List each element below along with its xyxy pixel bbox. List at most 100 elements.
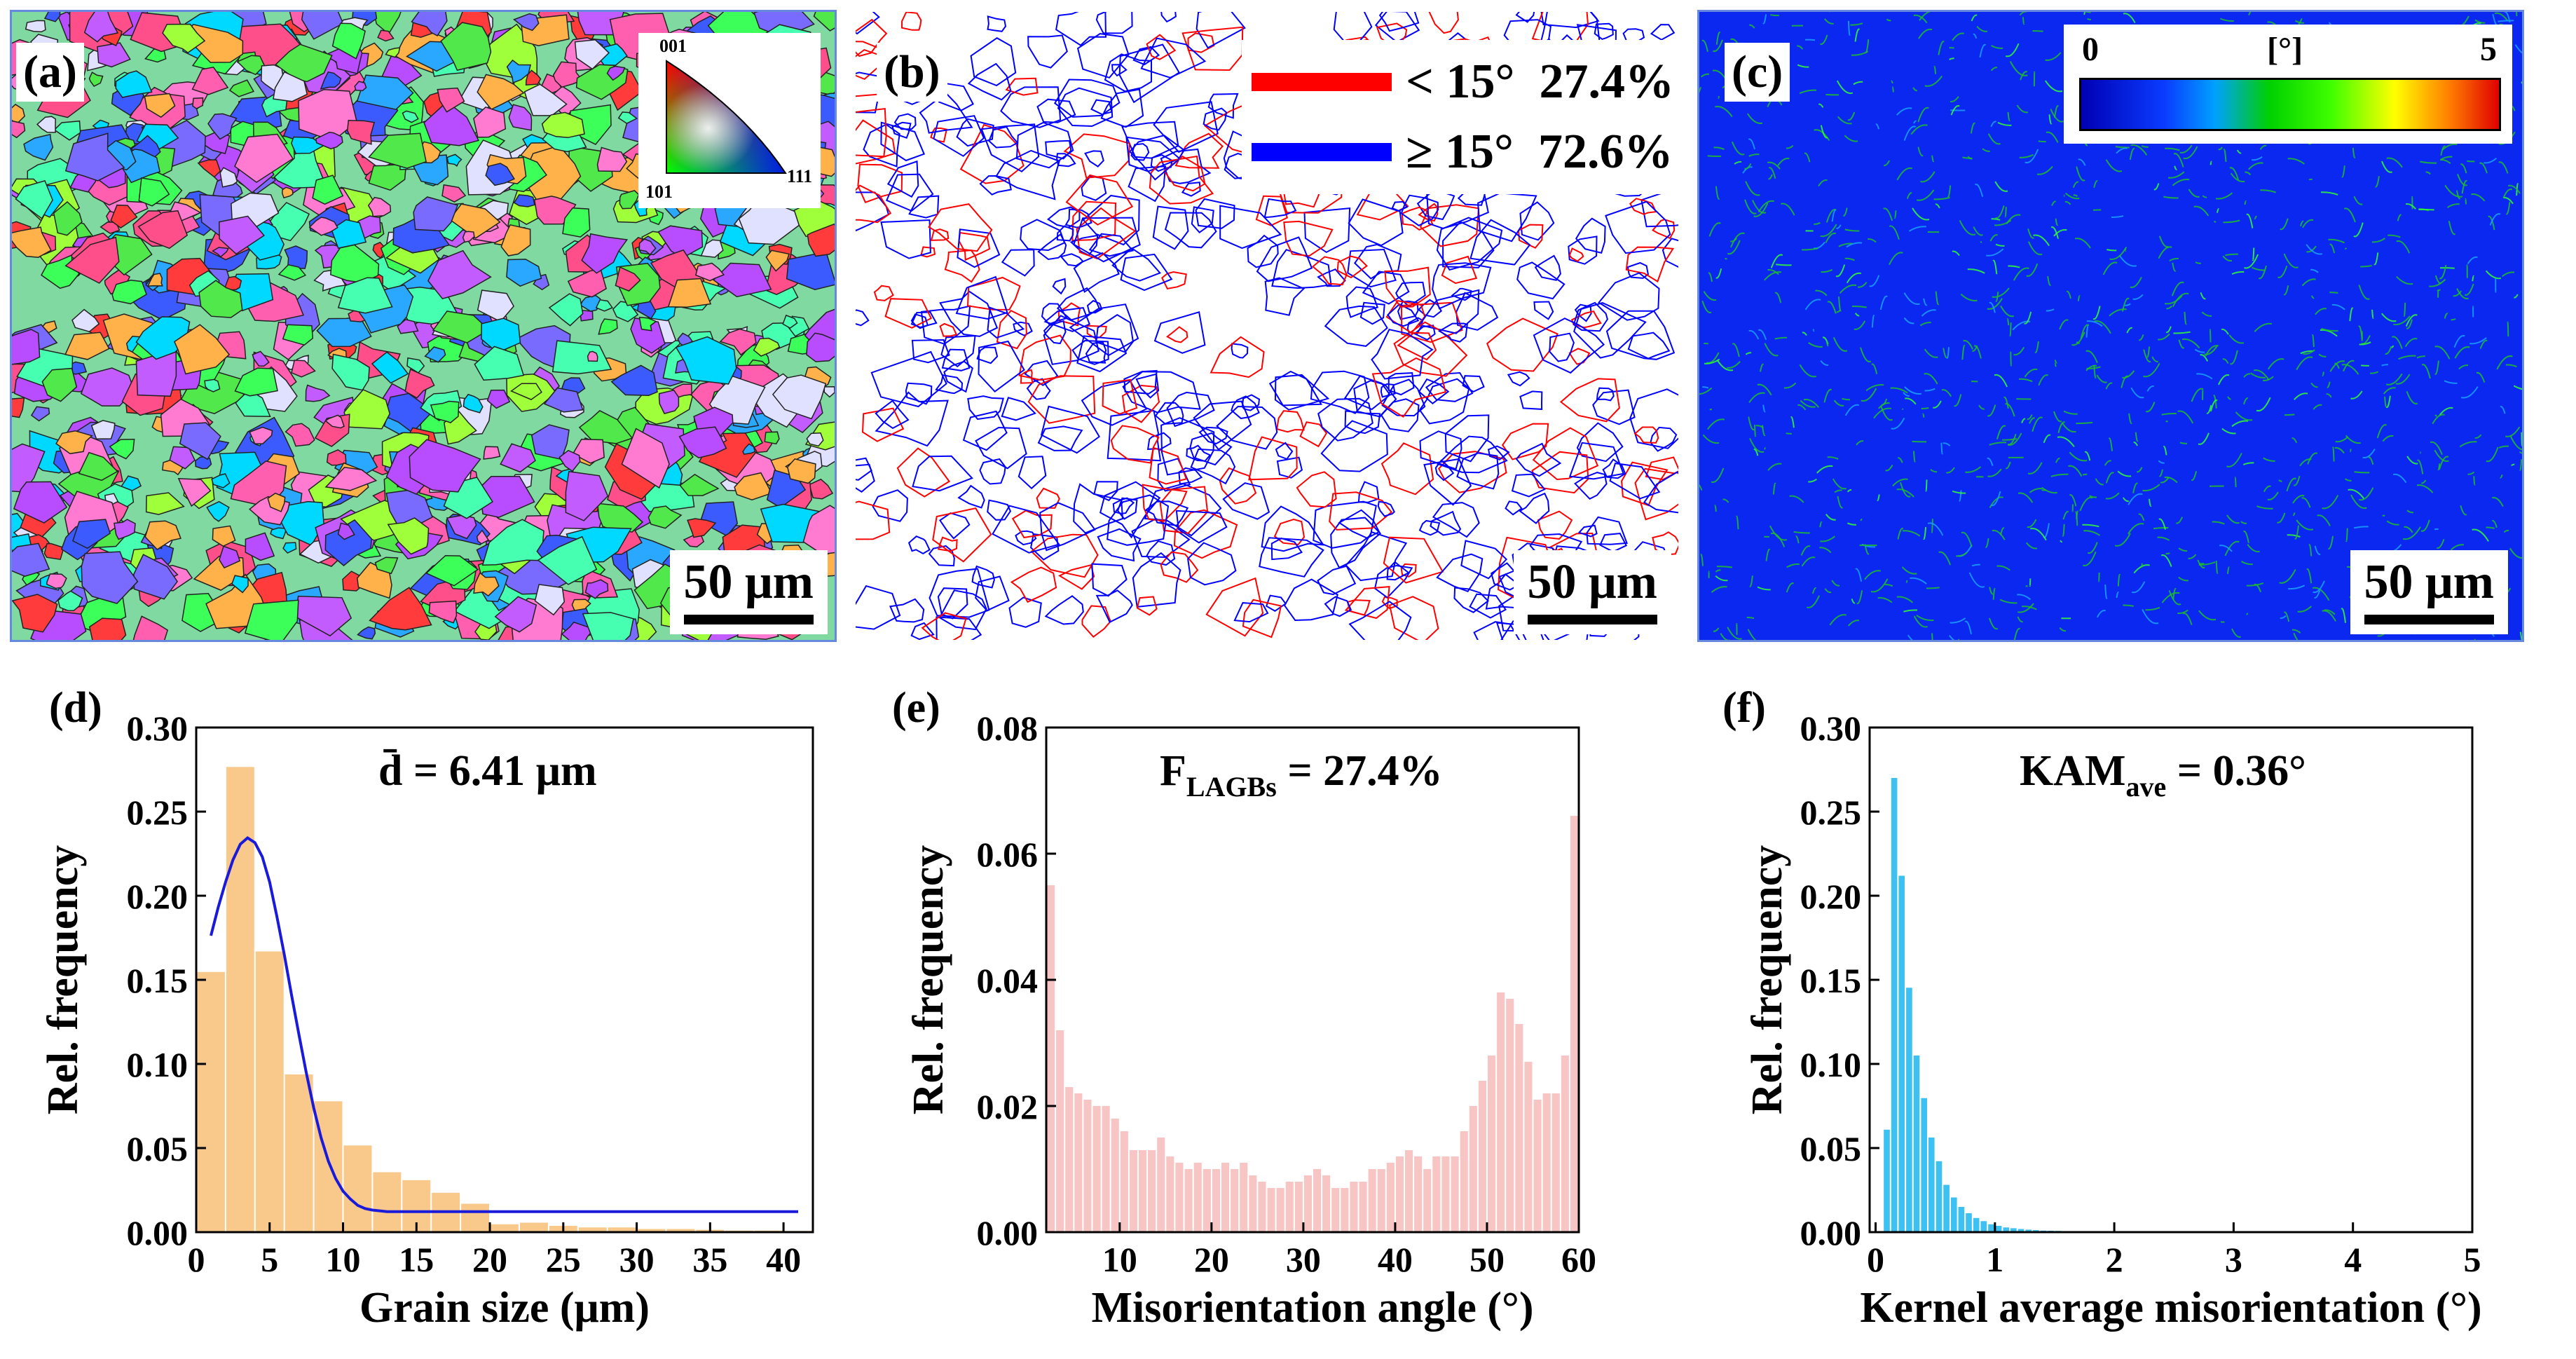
histogram-bar (1432, 1156, 1441, 1232)
histogram-bar (1478, 1081, 1486, 1232)
x-tick-label: 35 (692, 1240, 727, 1279)
histogram-bar (1203, 1169, 1211, 1232)
y-tick-label: 0.15 (1800, 961, 1862, 1000)
histogram-bar (1451, 1156, 1459, 1232)
scale-bar-label: 50 μm (1527, 555, 1658, 609)
y-tick-label: 0.30 (1800, 709, 1862, 748)
histogram-bar (1966, 1213, 1972, 1232)
histogram-bar (1414, 1156, 1423, 1232)
histogram-bar (2010, 1228, 2017, 1232)
x-tick-label: 1 (1986, 1240, 2003, 1279)
histogram-bar (1111, 1119, 1119, 1232)
x-tick-label: 4 (2344, 1240, 2362, 1279)
kam-colorbar-legend: 0 [°] 5 (2064, 25, 2512, 144)
histogram-bar (1995, 1226, 2002, 1232)
histogram-bar (1083, 1100, 1092, 1232)
histogram-bar (1231, 1169, 1239, 1232)
scale-bar-line (2364, 615, 2494, 624)
x-axis-label: Kernel average misorientation (°) (1860, 1284, 2481, 1332)
histogram-bar (1980, 1221, 1987, 1233)
histogram-bar (343, 1145, 372, 1233)
y-tick-label: 0.05 (127, 1129, 189, 1168)
x-tick-label: 20 (1194, 1240, 1229, 1279)
panel-label-b: (b) (877, 43, 947, 102)
y-axis-label: Rel. frequency (905, 845, 952, 1115)
y-tick-label: 0.25 (1800, 793, 1862, 832)
scale-bar-b: 50 μm (1513, 550, 1671, 634)
histogram-bar (1285, 1182, 1294, 1232)
chart-kam: 0.00 0.05 0.10 0.15 0.20 0.25 0.30 0 1 2 3 4 5 (f) Ker… (1722, 684, 2482, 1332)
histogram-bar (1341, 1188, 1349, 1232)
histogram-bar (1240, 1163, 1248, 1232)
panel-label-a: (a) (16, 43, 84, 102)
histogram-bar (1294, 1182, 1303, 1232)
ipf-triangle-legend: 001 101 111 (638, 33, 821, 208)
ipf-label-101: 101 (645, 182, 673, 202)
histogram-bar (578, 1227, 607, 1233)
histogram-bar (1120, 1131, 1128, 1232)
histogram-bar (1065, 1087, 1074, 1232)
x-tick-label: 30 (1286, 1240, 1321, 1279)
x-tick-label: 5 (2464, 1240, 2481, 1279)
scale-bar-label: 50 μm (683, 555, 814, 609)
histogram-bar (1441, 1156, 1450, 1232)
scale-bar-a: 50 μm (669, 550, 828, 634)
x-tick-label: 15 (399, 1240, 434, 1279)
grain-boundary-map: (b) < 15° 27.4% ≥ 15° 72.6% 50 μm (854, 10, 1680, 642)
histogram-bar (2017, 1229, 2025, 1232)
chart-grain-size: 0.00 0.05 0.10 0.15 0.20 0.25 0.30 0 5 10 15 20 25 30… (39, 684, 814, 1332)
histogram-bar (1258, 1182, 1266, 1232)
histogram-bar (1221, 1163, 1230, 1232)
legend-swatch-red (1252, 73, 1392, 91)
chart-misorientation: 0.00 0.02 0.04 0.06 0.08 10 20 30 40 50 60 (e) Misor… (892, 684, 1596, 1332)
histogram-bar (1350, 1182, 1358, 1232)
histogram-bar (285, 1074, 313, 1232)
y-tick-label: 0.20 (127, 877, 189, 916)
x-tick-label: 20 (472, 1240, 507, 1279)
histogram-bar (1074, 1093, 1083, 1232)
histogram-bar (1331, 1188, 1340, 1232)
y-tick-label: 0.00 (977, 1213, 1039, 1252)
histogram-bar (1175, 1163, 1184, 1232)
histogram-bar (520, 1222, 548, 1232)
histogram-bar (637, 1229, 666, 1232)
histogram-bar (1322, 1175, 1331, 1232)
ipf-triangle-icon (666, 60, 787, 174)
histogram-bar (491, 1224, 519, 1233)
kam-map: (c) 0 [°] 5 50 μm (1697, 10, 2524, 642)
y-tick-label: 0.06 (977, 835, 1039, 874)
chart-annotation: FLAGBs = 27.4% (1160, 747, 1443, 803)
scale-bar-line (683, 615, 814, 624)
histogram-bar (666, 1229, 695, 1232)
histogram-bar (1906, 988, 1912, 1233)
histogram-bar (1884, 1129, 1890, 1233)
histogram-bar (1184, 1169, 1193, 1232)
y-tick-label: 0.00 (127, 1213, 189, 1252)
x-tick-label: 40 (766, 1240, 801, 1279)
y-tick-label: 0.10 (1800, 1045, 1862, 1084)
scale-bar-c: 50 μm (2350, 550, 2508, 634)
y-tick-label: 0.08 (977, 709, 1039, 748)
histogram-bar (1898, 875, 1905, 1232)
x-tick-label: 10 (1102, 1240, 1137, 1279)
panel-label: (f) (1722, 684, 1766, 732)
histogram-bar (1506, 999, 1514, 1232)
x-tick-label: 5 (261, 1240, 278, 1279)
histogram-bar (1958, 1207, 1965, 1232)
histogram-bar (2003, 1227, 2010, 1233)
x-tick-label: 40 (1378, 1240, 1413, 1279)
colorbar-min: 0 (2082, 31, 2099, 68)
histogram-bar (1276, 1188, 1284, 1232)
y-tick-label: 0.30 (127, 709, 189, 748)
histogram-bar (1056, 1030, 1064, 1232)
histogram-bar (1497, 992, 1505, 1232)
histogram-bar (1524, 1062, 1533, 1232)
histogram-bar (1313, 1169, 1322, 1232)
histogram-bar (1092, 1106, 1101, 1232)
histogram-bar (1212, 1169, 1220, 1232)
y-axis-label: Rel. frequency (39, 845, 87, 1115)
histogram-bar (1303, 1175, 1312, 1232)
ipf-label-001: 001 (659, 36, 687, 56)
histogram-bar (1488, 1056, 1496, 1232)
legend-row-lagb: < 15° 27.4% (1252, 47, 1674, 117)
